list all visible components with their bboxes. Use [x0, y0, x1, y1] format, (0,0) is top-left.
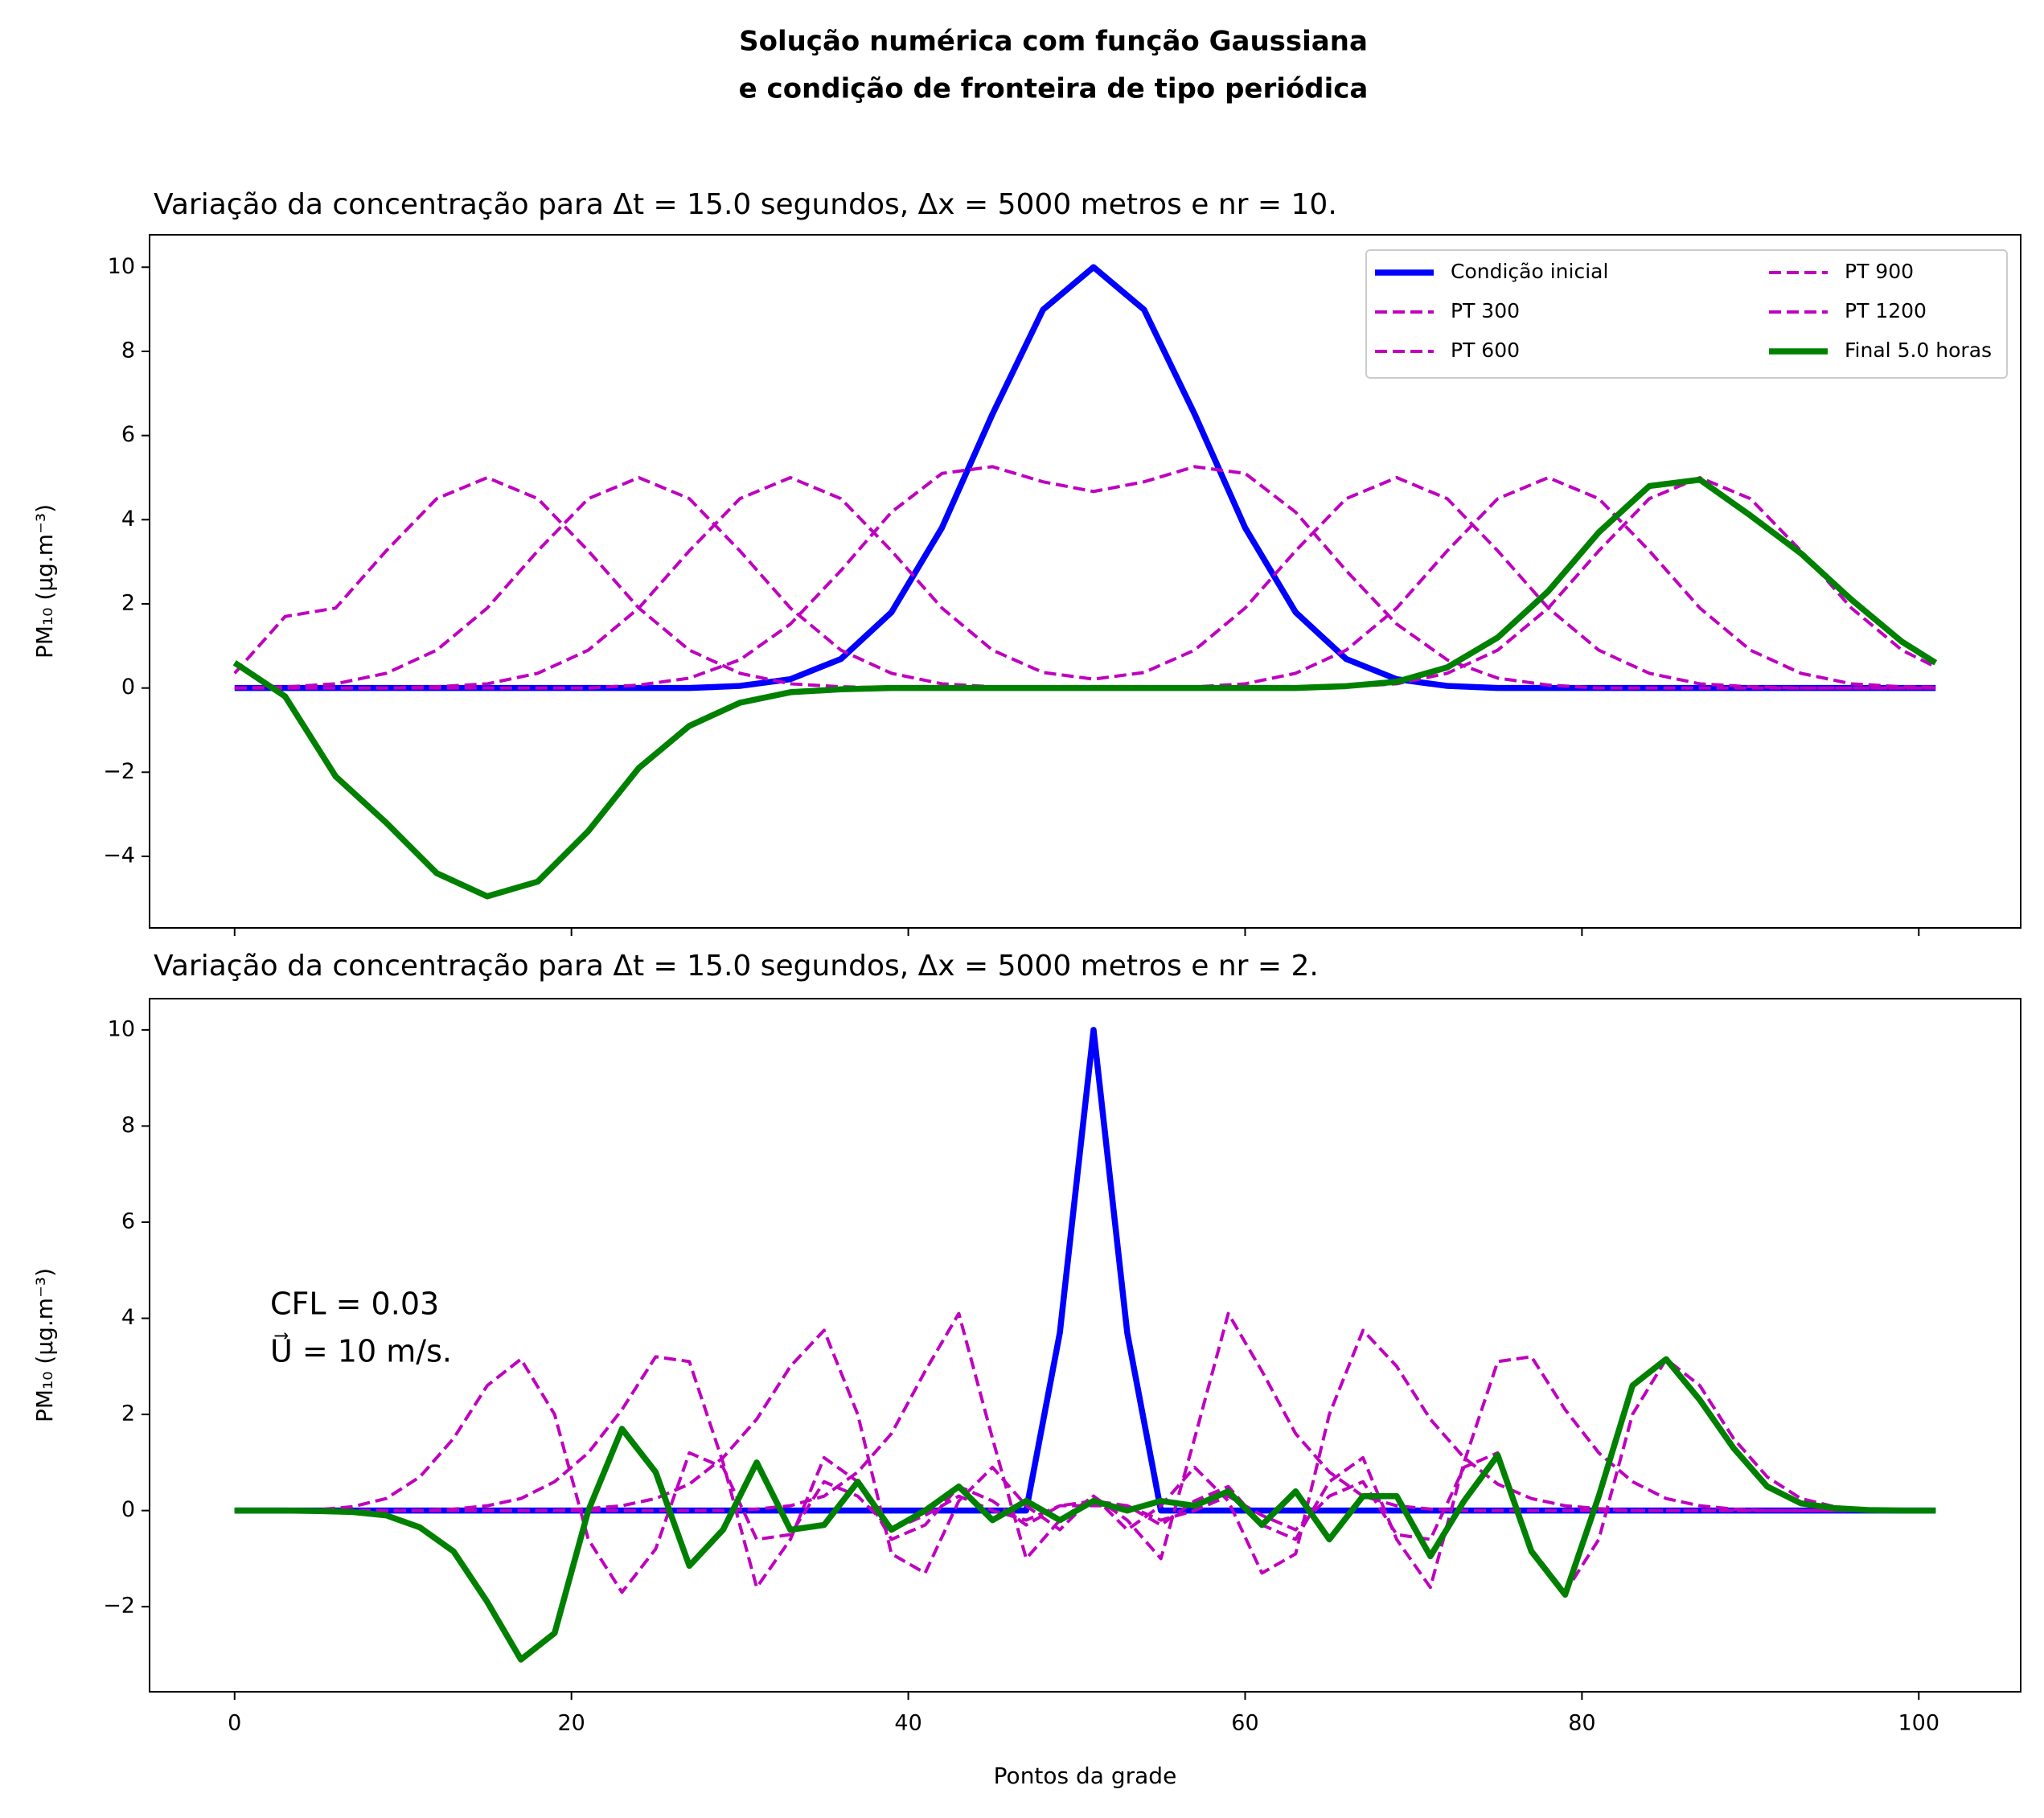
y-axis-label: PM₁₀ (μg.m⁻³) [31, 1268, 58, 1422]
axes-title: Variação da concentração para Δt = 15.0 … [154, 950, 1319, 983]
annotation: CFL = 0.03 [270, 1287, 439, 1322]
y-tick-label: 6 [121, 422, 135, 447]
y-tick-label: −2 [103, 759, 135, 784]
legend-label: PT 900 [1845, 260, 1914, 283]
legend-label: PT 1200 [1845, 299, 1927, 322]
axes-frame [149, 998, 2021, 1693]
y-tick-label: 10 [108, 1016, 135, 1041]
series-line [234, 1355, 1936, 1590]
legend-box [1365, 249, 2008, 379]
y-tick-label: 10 [108, 254, 135, 279]
legend-label: PT 600 [1451, 339, 1520, 362]
legend-label: PT 300 [1451, 299, 1520, 322]
y-tick-label: 0 [121, 675, 135, 700]
x-tick-label: 80 [1568, 1711, 1595, 1736]
y-tick-label: 6 [121, 1209, 135, 1233]
series-line [234, 1328, 1936, 1575]
y-tick-label: 4 [121, 1305, 135, 1330]
annotation: U⃗ = 10 m/s. [270, 1333, 452, 1369]
y-tick-label: 8 [121, 338, 135, 363]
x-axis-label: Pontos da grade [994, 1763, 1177, 1789]
series-line [234, 1357, 1936, 1594]
y-tick-label: −2 [103, 1594, 135, 1619]
x-tick-label: 20 [557, 1711, 585, 1736]
axes-frame [149, 234, 2021, 929]
legend-label: Condição inicial [1451, 260, 1608, 283]
legend-label: Final 5.0 horas [1845, 339, 1992, 362]
series-line [234, 475, 1936, 690]
x-tick-label: 0 [228, 1711, 241, 1736]
y-axis-label: PM₁₀ (μg.m⁻³) [31, 504, 58, 659]
figure-title: e condição de fronteira de tipo periódic… [739, 73, 1369, 105]
series-line [232, 476, 1938, 900]
x-tick-label: 40 [894, 1711, 921, 1736]
y-tick-label: 2 [121, 591, 135, 616]
series-line [234, 1356, 1936, 1663]
y-tick-label: 0 [121, 1497, 135, 1522]
series-line [234, 475, 1936, 690]
y-tick-label: 2 [121, 1401, 135, 1426]
y-tick-label: 4 [121, 507, 135, 531]
axes-title: Variação da concentração para Δt = 15.0 … [154, 188, 1337, 221]
x-tick-label: 100 [1898, 1711, 1940, 1736]
series-line [234, 465, 1936, 690]
y-tick-label: 8 [121, 1113, 135, 1138]
y-tick-label: −4 [103, 843, 135, 868]
x-tick-label: 60 [1231, 1711, 1258, 1736]
figure-title: Solução numérica com função Gaussiana [739, 26, 1368, 58]
